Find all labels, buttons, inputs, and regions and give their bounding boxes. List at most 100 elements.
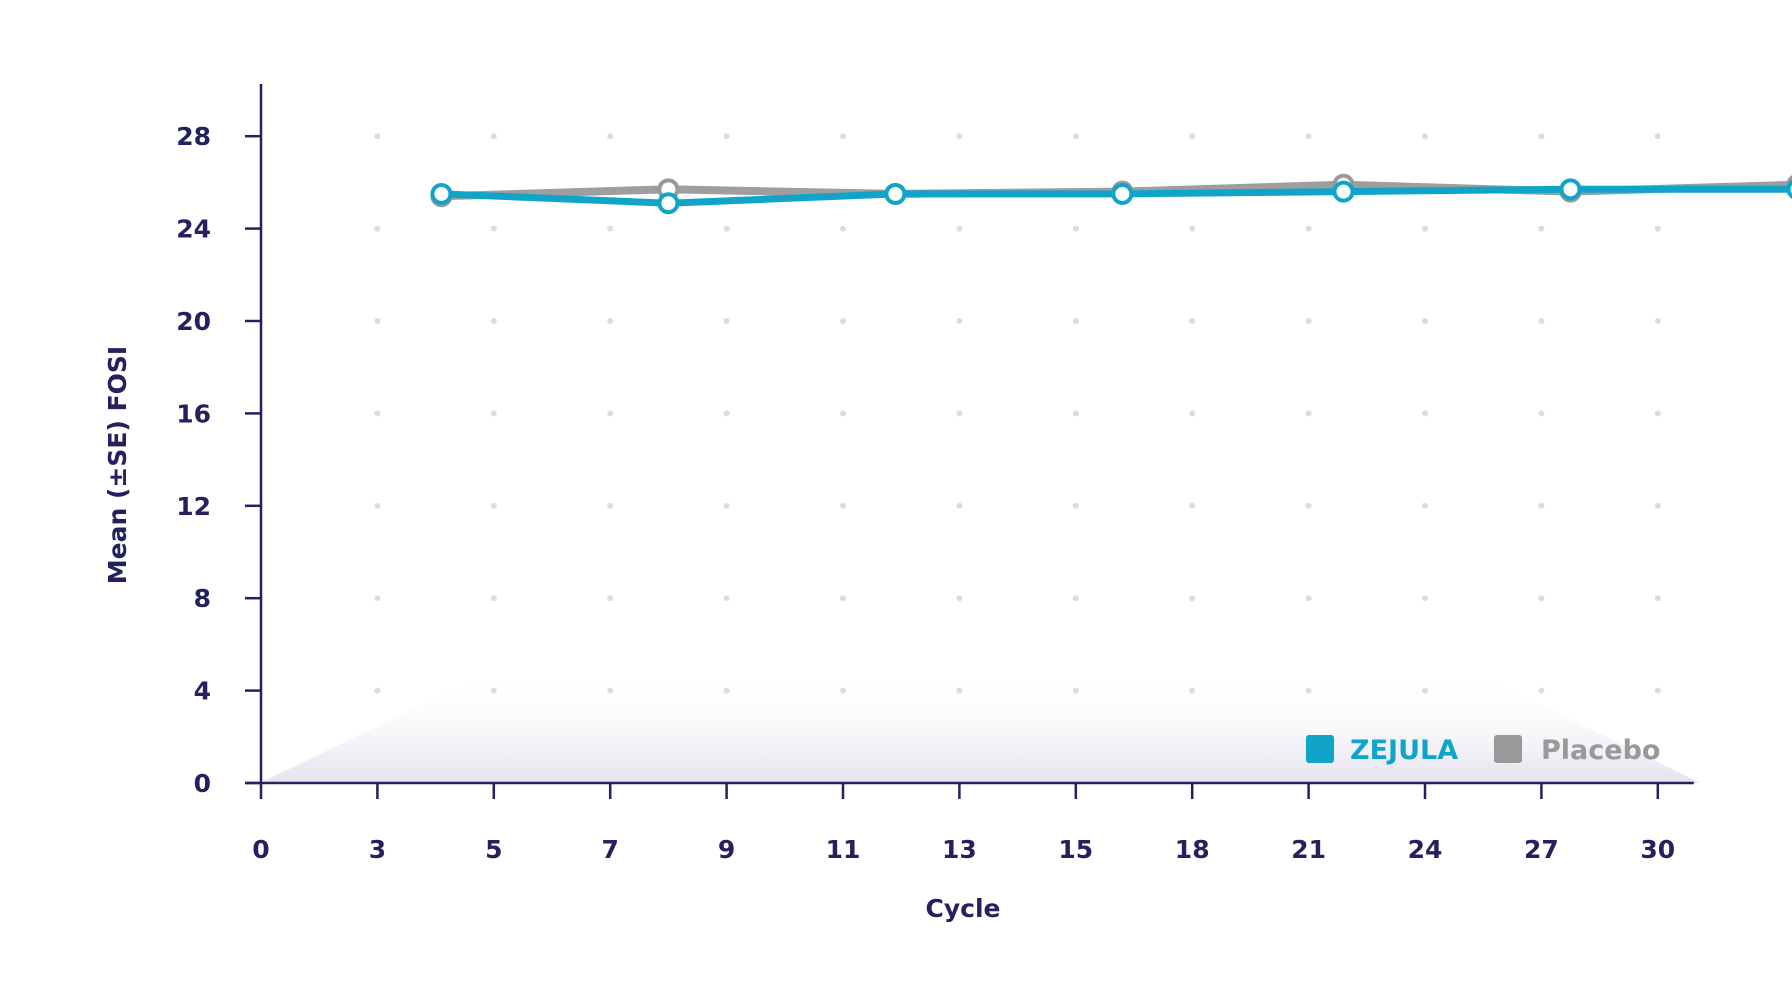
grid-dot <box>1189 225 1196 232</box>
data-point <box>1111 182 1134 205</box>
y-tick-label: 0 <box>194 769 211 798</box>
x-tick-label: 15 <box>1058 835 1093 864</box>
grid-dot <box>1422 133 1428 140</box>
grid-dot <box>1654 318 1661 324</box>
y-tick-label: 8 <box>194 584 211 613</box>
grid-dot <box>956 133 963 140</box>
grid-dot <box>1654 502 1661 509</box>
grid-dot <box>607 410 614 417</box>
grid-dot <box>490 502 497 509</box>
grid-dot <box>956 595 963 602</box>
grid-dot <box>490 225 497 232</box>
y-tick-label: 24 <box>176 215 211 244</box>
grid-dot <box>374 318 381 324</box>
grid-dot <box>1189 410 1196 417</box>
grid-dot <box>607 133 614 140</box>
grid-dot <box>1538 133 1545 140</box>
grid-dot <box>1422 410 1428 417</box>
data-point <box>657 192 680 215</box>
grid-dot <box>723 133 730 140</box>
grid-dot <box>1422 502 1428 509</box>
grid-dot <box>374 687 381 694</box>
x-tick-label: 21 <box>1291 835 1326 864</box>
grid-dot <box>723 410 730 417</box>
y-tick-label: 4 <box>194 677 211 706</box>
grid-dot <box>840 133 846 140</box>
grid-dot <box>1305 687 1312 694</box>
legend-label-placebo: Placebo <box>1541 735 1660 766</box>
data-point <box>884 182 907 205</box>
grid-dot <box>1305 318 1312 324</box>
grid-dot <box>1422 318 1428 324</box>
grid-dot <box>607 687 614 694</box>
grid-dot <box>1654 410 1661 417</box>
grid-dot <box>956 687 963 694</box>
grid-dot <box>1072 410 1079 417</box>
grid-dot <box>1538 595 1545 602</box>
x-axis-title: Cycle <box>926 894 1001 923</box>
x-tick-label: 11 <box>826 835 861 864</box>
grid-dot <box>374 410 381 417</box>
x-tick-label: 24 <box>1408 835 1443 864</box>
grid-dot <box>1072 318 1079 324</box>
y-tick-label: 16 <box>176 399 211 428</box>
grid-dot <box>956 225 963 232</box>
grid-dot <box>1305 225 1312 232</box>
x-tick-label: 27 <box>1524 835 1559 864</box>
grid-dot <box>1305 133 1312 140</box>
x-tick-label: 13 <box>942 835 977 864</box>
x-tick-label: 5 <box>485 835 502 864</box>
data-point <box>430 182 453 205</box>
y-tick-label: 20 <box>176 307 211 336</box>
grid-dot <box>607 595 614 602</box>
data-point <box>1559 178 1582 201</box>
grid-dot <box>374 225 381 232</box>
data-point <box>1332 180 1355 203</box>
grid-dot <box>1422 225 1428 232</box>
grid-dot <box>723 687 730 694</box>
grid-dot <box>490 410 497 417</box>
grid-dot <box>490 687 497 694</box>
legend-swatch-placebo <box>1494 735 1522 763</box>
grid-dot <box>1305 595 1312 602</box>
y-axis-title: Mean (±SE) FOSI <box>103 346 132 584</box>
x-tick-label: 0 <box>252 835 269 864</box>
grid-dot <box>1189 133 1196 140</box>
grid-dot <box>1538 410 1545 417</box>
grid-dot <box>1189 318 1196 324</box>
grid-dot <box>1189 502 1196 509</box>
grid-dot <box>1189 595 1196 602</box>
grid-dot <box>840 687 846 694</box>
grid-dot <box>374 595 381 602</box>
grid-dot <box>1189 687 1196 694</box>
grid-dot <box>1422 595 1428 602</box>
grid-dot <box>1654 595 1661 602</box>
x-tick-label: 7 <box>601 835 618 864</box>
grid-dot <box>607 318 614 324</box>
grid-dot <box>956 318 963 324</box>
x-tick-label: 3 <box>369 835 386 864</box>
grid-dot <box>1654 225 1661 232</box>
grid-dot <box>840 318 846 324</box>
legend: ZEJULA Placebo <box>1306 735 1660 766</box>
grid-dot <box>490 318 497 324</box>
grid-dot <box>1072 133 1079 140</box>
grid-dot <box>956 410 963 417</box>
grid-dots <box>374 133 1661 694</box>
grid-dot <box>723 595 730 602</box>
y-tick-label: 12 <box>176 492 211 521</box>
grid-dot <box>723 318 730 324</box>
grid-dot <box>840 595 846 602</box>
series-zejula <box>430 178 1792 215</box>
x-tick-label: 30 <box>1640 835 1675 864</box>
legend-label-zejula: ZEJULA <box>1350 735 1458 766</box>
axes: 0 4 8 12 16 20 24 28 0 3 5 7 9 11 13 15 18 21 24 27 30 <box>176 84 1694 864</box>
grid-dot <box>1072 595 1079 602</box>
grid-dot <box>1654 133 1661 140</box>
grid-dot <box>1072 502 1079 509</box>
grid-dot <box>490 133 497 140</box>
grid-dot <box>840 225 846 232</box>
grid-dot <box>723 502 730 509</box>
data-point <box>1786 179 1792 199</box>
